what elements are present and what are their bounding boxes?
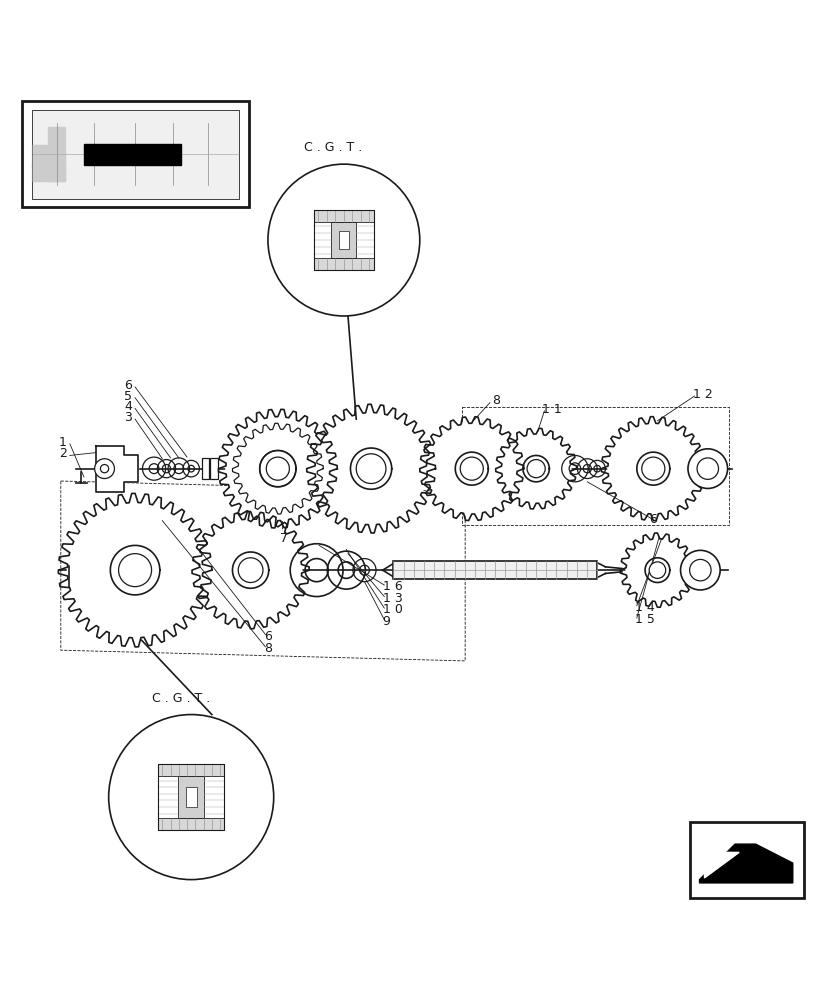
- Bar: [158, 776, 178, 818]
- Polygon shape: [426, 423, 517, 514]
- Bar: [356, 222, 373, 258]
- Bar: [210, 458, 218, 479]
- Bar: [202, 458, 209, 479]
- Circle shape: [680, 550, 719, 590]
- Text: 8: 8: [264, 642, 271, 655]
- Bar: [158, 764, 224, 776]
- Bar: [158, 764, 224, 830]
- Text: 6: 6: [264, 630, 271, 643]
- Polygon shape: [704, 852, 739, 878]
- Polygon shape: [84, 144, 181, 165]
- Polygon shape: [226, 417, 329, 521]
- Circle shape: [238, 558, 263, 583]
- Bar: [313, 210, 373, 222]
- Text: C . G . T .: C . G . T .: [151, 692, 209, 705]
- Text: 1 2: 1 2: [692, 388, 712, 401]
- Circle shape: [648, 562, 665, 578]
- Polygon shape: [238, 429, 317, 508]
- Circle shape: [268, 164, 419, 316]
- Polygon shape: [699, 844, 791, 883]
- Circle shape: [527, 460, 544, 478]
- Circle shape: [356, 454, 385, 483]
- Bar: [32, 110, 239, 199]
- Text: 1 1: 1 1: [541, 403, 561, 416]
- Bar: [204, 776, 224, 818]
- Text: 1 3: 1 3: [382, 592, 402, 605]
- Bar: [158, 818, 224, 830]
- Polygon shape: [501, 434, 570, 503]
- Bar: [338, 231, 348, 249]
- Circle shape: [94, 459, 114, 479]
- Circle shape: [118, 554, 151, 587]
- Bar: [689, 822, 802, 898]
- Polygon shape: [199, 519, 301, 621]
- Circle shape: [689, 559, 710, 581]
- Bar: [313, 210, 373, 270]
- Text: 6: 6: [124, 379, 131, 392]
- Text: 4: 4: [124, 400, 131, 413]
- Bar: [313, 222, 331, 258]
- Text: 6: 6: [648, 513, 657, 526]
- Polygon shape: [625, 539, 688, 602]
- Text: 9: 9: [382, 615, 390, 628]
- Bar: [313, 258, 373, 270]
- Text: 2: 2: [59, 447, 66, 460]
- Text: 5: 5: [123, 390, 131, 403]
- Bar: [32, 110, 239, 199]
- Circle shape: [266, 457, 289, 480]
- Text: 1 4: 1 4: [634, 601, 654, 614]
- Text: 1 5: 1 5: [634, 613, 654, 626]
- Text: 1 0: 1 0: [382, 603, 402, 616]
- Text: 1: 1: [59, 436, 66, 449]
- Circle shape: [108, 715, 274, 880]
- Polygon shape: [32, 163, 65, 181]
- Polygon shape: [607, 423, 698, 514]
- Bar: [178, 776, 204, 818]
- Text: 1 6: 1 6: [382, 580, 402, 593]
- Bar: [393, 561, 596, 579]
- Text: 3: 3: [124, 411, 131, 424]
- Text: 7: 7: [280, 532, 288, 545]
- Bar: [331, 222, 356, 258]
- Circle shape: [687, 449, 727, 488]
- Polygon shape: [314, 413, 427, 525]
- Circle shape: [460, 457, 483, 480]
- Circle shape: [100, 465, 108, 473]
- Circle shape: [696, 458, 718, 479]
- Polygon shape: [67, 502, 203, 638]
- Polygon shape: [32, 127, 65, 181]
- Polygon shape: [96, 446, 137, 492]
- Text: 8: 8: [492, 394, 500, 407]
- Text: C . G . T .: C . G . T .: [304, 141, 362, 154]
- Bar: [313, 210, 373, 270]
- Circle shape: [641, 457, 664, 480]
- Bar: [158, 764, 224, 830]
- Bar: [22, 101, 249, 207]
- Bar: [185, 787, 196, 807]
